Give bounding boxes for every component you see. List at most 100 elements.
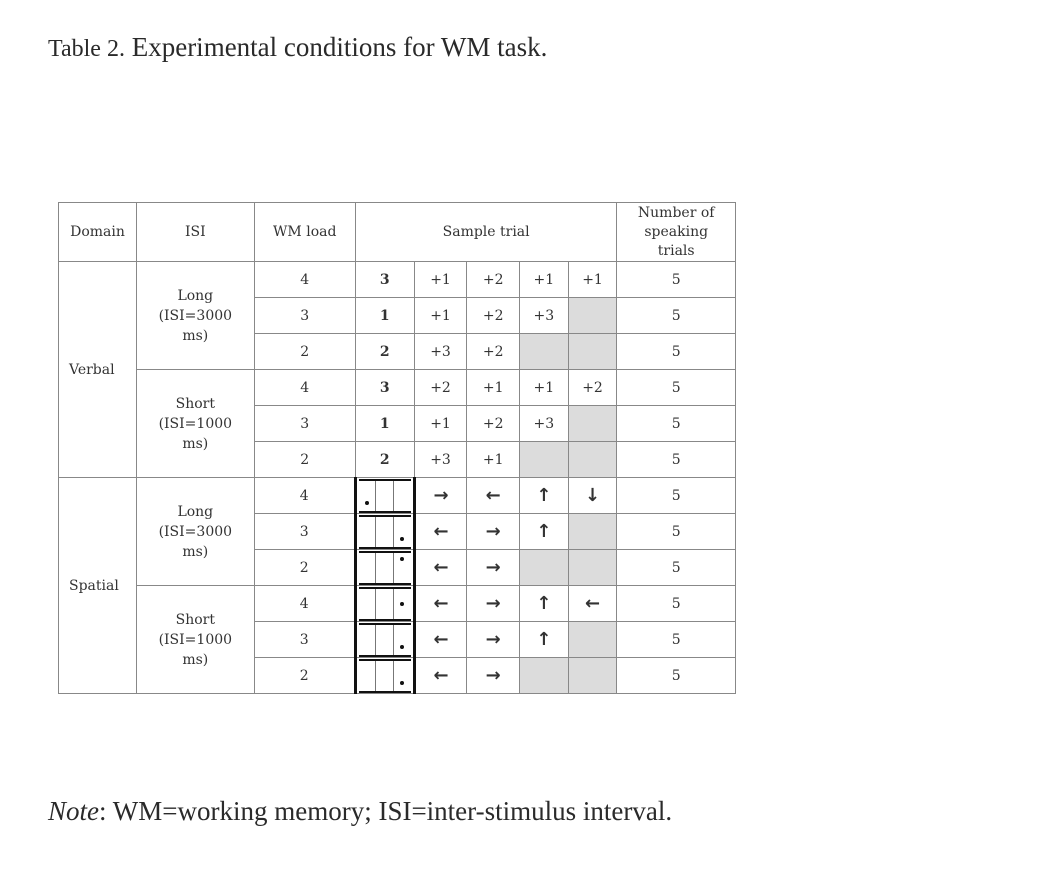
header-row: Domain ISI WM load Sample trial Number o… [57,202,736,262]
grid-square [359,480,377,511]
spatial-grid [358,478,411,513]
load-cell: 3 [253,405,356,442]
grid-square [394,589,411,619]
spatial-grid-cell [353,657,416,694]
isi-cell: Short (ISI=1000 ms) [136,369,255,478]
grid-square [359,624,377,655]
grid-square [376,516,395,547]
table-caption: Table 2. Experimental conditions for WM … [48,32,547,63]
blank-step-cell [519,657,569,694]
step-cell: +2 [466,405,521,442]
step-cell: +1 [413,261,468,298]
step-cell: +1 [519,369,569,406]
spatial-grid [358,658,411,693]
first-item-cell: 3 [354,261,415,298]
grid-dot-icon [400,556,405,561]
step-cell: +2 [413,369,468,406]
load-cell: 2 [253,441,356,478]
load-cell: 3 [253,621,356,658]
spatial-grid [358,514,411,549]
load-cell: 2 [253,333,356,370]
header-sample: Sample trial [354,202,618,262]
spatial-grid [358,550,411,585]
trials-cell: 5 [616,405,736,442]
grid-square [359,588,377,619]
blank-step-cell [567,405,618,442]
trials-cell: 5 [616,441,736,478]
arrow-step-cell: ↑ [519,477,569,514]
step-cell: +3 [413,441,468,478]
isi-line: ms) [182,651,209,668]
load-cell: 3 [253,513,356,550]
isi-line: ms) [182,435,209,452]
isi-cell: Short (ISI=1000 ms) [136,585,255,694]
spatial-grid [358,622,411,657]
conditions-table-wrap: Domain ISI WM load Sample trial Number o… [57,202,738,748]
header-trials-line: speaking [644,223,709,240]
load-cell: 2 [253,549,356,586]
step-cell: +2 [466,261,521,298]
step-cell: +1 [413,297,468,334]
isi-line: (ISI=3000 [158,523,233,540]
blank-step-cell [519,549,569,586]
domain-cell: Spatial [57,477,138,694]
grid-square [376,624,395,655]
trials-cell: 5 [616,369,736,406]
arrow-step-cell: ← [413,621,468,658]
header-trials: Number of speaking trials [616,202,736,262]
step-cell: +1 [413,405,468,442]
conditions-table: Domain ISI WM load Sample trial Number o… [57,202,736,694]
step-cell: +1 [466,369,521,406]
first-item-cell: 1 [354,297,415,334]
load-cell: 4 [253,477,356,514]
grid-square [394,625,411,655]
first-item-cell: 2 [354,333,415,370]
step-cell: +3 [519,405,569,442]
table-row: 2 ← → 5 [59,657,736,694]
grid-dot-icon [400,680,405,685]
load-cell: 2 [253,657,356,694]
trials-cell: 5 [616,657,736,694]
isi-line: (ISI=3000 [158,307,233,324]
arrow-step-cell: ↑ [519,585,569,622]
arrow-step-cell: ← [413,513,468,550]
isi-line: Short [175,395,215,412]
first-item-cell: 2 [354,441,415,478]
arrow-step-cell: ← [413,657,468,694]
grid-square [394,661,411,691]
load-cell: 3 [253,297,356,334]
grid-square [394,517,411,547]
spatial-grid-cell [353,513,416,550]
isi-line: (ISI=1000 [158,415,233,432]
trials-cell: 5 [616,297,736,334]
table-row: 3 1 +1 +2 +3 5 [59,297,736,334]
arrow-step-cell: → [413,477,468,514]
trials-cell: 5 [616,549,736,586]
table-row: 3 ← → ↑ 5 [59,621,736,658]
step-cell: +2 [466,297,521,334]
note-text: : WM=working memory; ISI=inter-stimulus … [99,796,673,826]
grid-dot-icon [400,644,405,649]
spatial-grid-cell [353,477,416,514]
trials-cell: 5 [616,261,736,298]
domain-cell: Verbal [57,261,138,478]
table-note: Note: WM=working memory; ISI=inter-stimu… [48,796,672,827]
arrow-step-cell: ↑ [519,621,569,658]
header-trials-line: trials [657,242,695,259]
note-label: Note [48,796,99,826]
first-item-cell: 1 [354,405,415,442]
grid-square [359,552,377,583]
table-row: 3 1 +1 +2 +3 5 [59,405,736,442]
step-cell: +3 [519,297,569,334]
blank-step-cell [519,333,569,370]
grid-dot-icon [365,500,370,505]
isi-line: ms) [182,327,209,344]
blank-step-cell [567,657,618,694]
arrow-step-cell: ← [413,549,468,586]
step-cell: +1 [567,261,618,298]
arrow-step-cell: ← [567,585,618,622]
spatial-grid-cell [353,585,416,622]
step-cell: +3 [413,333,468,370]
header-load: WM load [253,202,356,262]
arrow-step-cell: ↓ [567,477,618,514]
